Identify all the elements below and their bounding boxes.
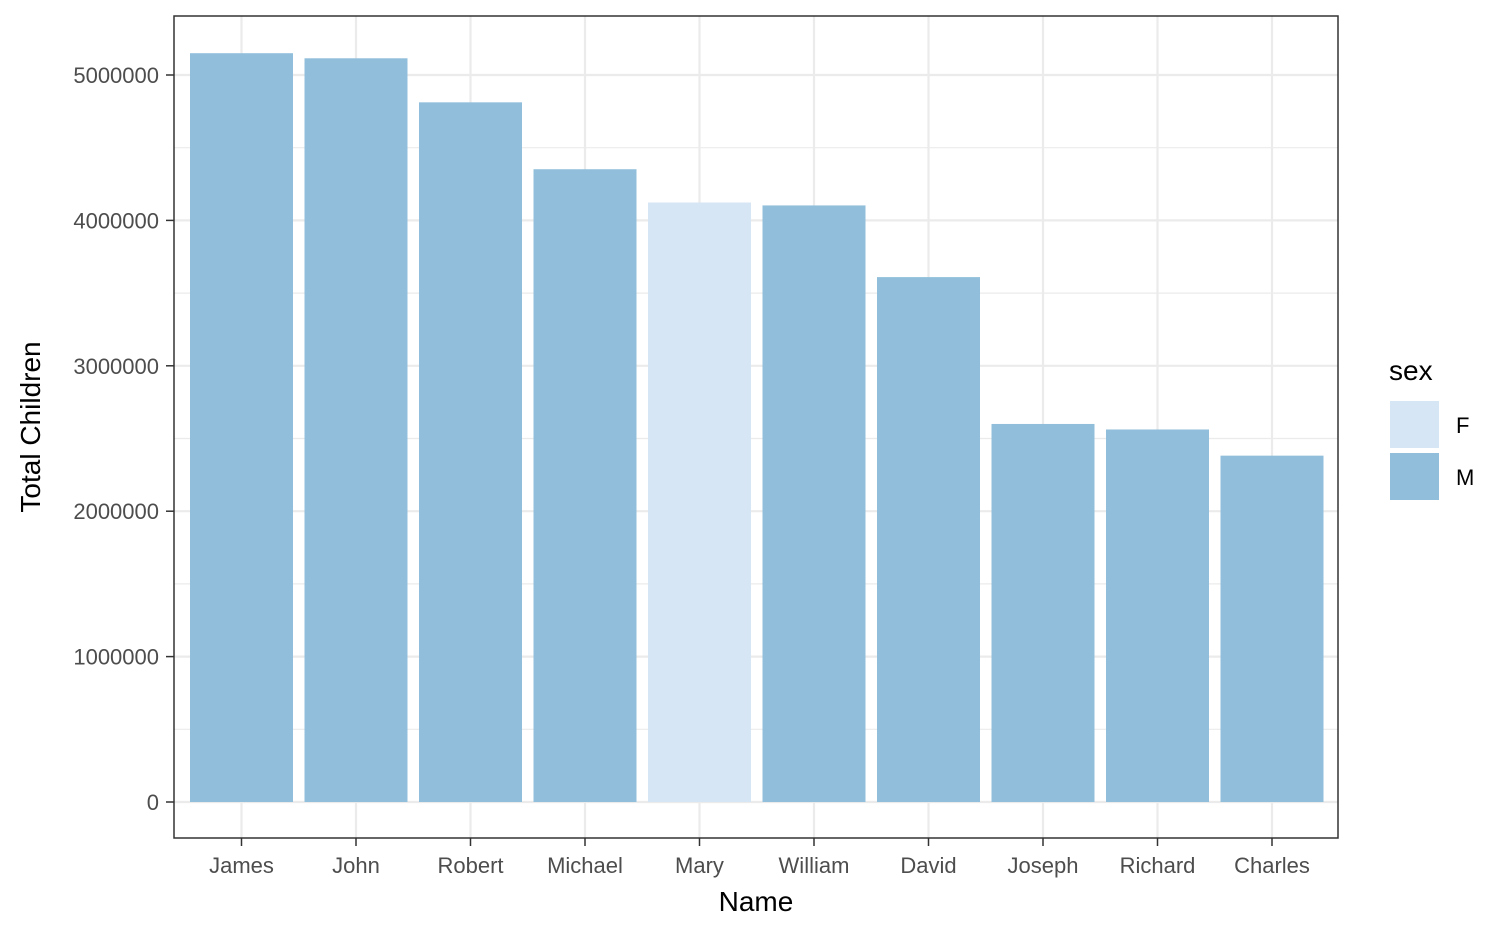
y-axis: 0 1000000 2000000 3000000 4000000 5000000 <box>73 63 174 815</box>
legend-title: sex <box>1389 355 1433 386</box>
x-axis: James John Robert Michael Mary William David Jo… <box>209 838 1310 878</box>
x-tick-label-david: David <box>900 853 956 878</box>
x-tick-label-joseph: Joseph <box>1008 853 1079 878</box>
legend: sex FM <box>1389 355 1474 500</box>
y-tick-label: 3000000 <box>73 354 159 379</box>
y-tick-label: 0 <box>147 790 159 815</box>
x-tick-label-robert: Robert <box>437 853 503 878</box>
legend-label-m: M <box>1456 465 1474 490</box>
x-tick-label-michael: Michael <box>547 853 623 878</box>
bar-robert <box>419 102 522 802</box>
x-axis-title: Name <box>719 886 794 917</box>
bar-james <box>190 53 293 802</box>
y-axis-title: Total Children <box>15 341 46 512</box>
x-tick-label-james: James <box>209 853 274 878</box>
x-tick-label-john: John <box>332 853 380 878</box>
bar-mary <box>648 202 751 802</box>
bars <box>190 53 1324 803</box>
y-tick-label: 4000000 <box>73 208 159 233</box>
x-tick-label-william: William <box>779 853 850 878</box>
legend-key-f <box>1390 401 1439 448</box>
legend-label-f: F <box>1456 413 1469 438</box>
legend-key-m <box>1390 453 1439 500</box>
bar-david <box>877 277 980 803</box>
legend-entries: FM <box>1390 401 1474 500</box>
y-tick-label: 1000000 <box>73 645 159 670</box>
bar-michael <box>533 169 637 803</box>
x-tick-label-richard: Richard <box>1120 853 1196 878</box>
x-tick-label-charles: Charles <box>1234 853 1310 878</box>
bar-william <box>762 205 866 802</box>
bar-john <box>304 58 408 803</box>
y-tick-label: 2000000 <box>73 499 159 524</box>
bar-charles <box>1220 455 1324 802</box>
plot-border <box>173 15 1339 839</box>
x-tick-label-mary: Mary <box>675 853 724 878</box>
y-tick-label: 5000000 <box>73 63 159 88</box>
bar-richard <box>1106 429 1209 802</box>
bar-joseph <box>991 423 1095 802</box>
